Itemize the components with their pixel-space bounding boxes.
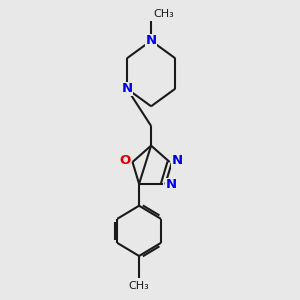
Text: CH₃: CH₃: [153, 9, 174, 19]
Text: O: O: [119, 154, 130, 167]
Text: N: N: [146, 34, 157, 47]
Text: N: N: [122, 82, 133, 95]
Text: N: N: [172, 154, 183, 167]
Text: CH₃: CH₃: [129, 281, 149, 291]
Text: N: N: [165, 178, 176, 191]
